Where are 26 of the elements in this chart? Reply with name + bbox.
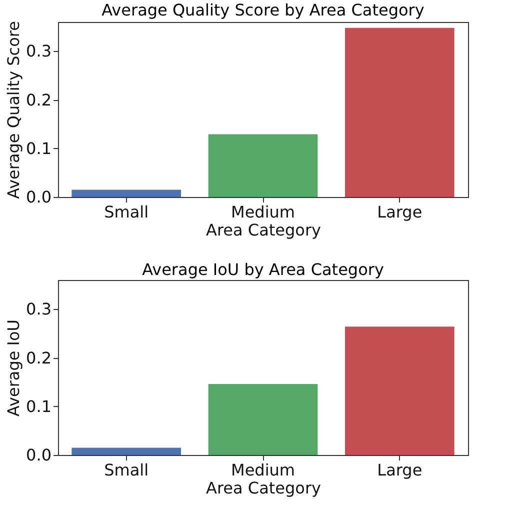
- bar: [345, 28, 454, 197]
- bar: [208, 134, 318, 197]
- y-tick-label: 0.2: [26, 90, 52, 110]
- y-tick-label: 0.3: [26, 42, 52, 61]
- bar: [208, 384, 318, 455]
- x-tick-label: Medium: [231, 202, 295, 222]
- bar: [72, 190, 181, 197]
- x-axis-title: Area Category: [206, 478, 321, 498]
- chart-title: Average IoU by Area Category: [142, 260, 384, 279]
- x-tick-label: Medium: [231, 460, 295, 480]
- y-tick-label: 0.1: [26, 396, 52, 416]
- chart-title: Average Quality Score by Area Category: [102, 0, 424, 20]
- bar: [72, 448, 181, 455]
- x-tick-label: Large: [377, 460, 422, 480]
- y-tick-label: 0.2: [26, 348, 52, 368]
- y-axis-title: Average Quality Score: [4, 21, 24, 199]
- x-axis-title: Area Category: [206, 220, 321, 240]
- y-tick-label: 0.0: [26, 446, 52, 464]
- bar: [345, 326, 454, 455]
- x-tick-label: Small: [104, 202, 149, 222]
- y-tick-label: 0.1: [26, 138, 52, 158]
- y-axis-title: Average IoU: [4, 319, 24, 417]
- y-tick-label: 0.0: [26, 188, 52, 206]
- x-tick-label: Large: [377, 202, 422, 222]
- x-tick-label: Small: [104, 460, 149, 480]
- y-tick-label: 0.3: [26, 300, 52, 319]
